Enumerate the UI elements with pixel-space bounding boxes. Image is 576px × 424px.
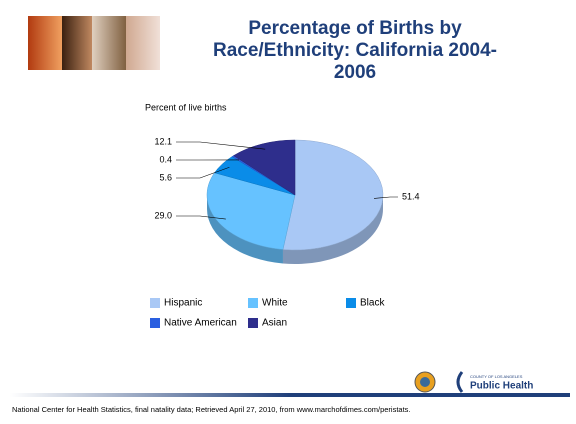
leader-line [176,141,266,150]
data-label: 5.6 [159,172,172,182]
subtitle: Percent of live births [145,102,227,112]
leader-line [176,166,230,179]
legend-label: Hispanic [164,298,202,309]
leader-line [373,196,398,199]
slice [282,139,384,251]
legend-swatch [248,298,258,308]
footer-bar [10,393,570,397]
slice [233,139,296,196]
slice-side [207,195,283,264]
legend-swatch [346,298,356,308]
source: National Center for Health Statistics, f… [12,405,411,414]
legend-label: White [262,298,288,309]
logo-county: COUNTY OF LOS ANGELES [470,374,523,379]
data-label: 51.4 [402,191,420,201]
logo-name: Public Health [470,381,533,392]
logo-mark [456,371,464,393]
photo [126,16,160,70]
legend-swatch [150,318,160,328]
photo [62,16,92,70]
leader-line [176,215,226,220]
header-images [28,16,160,70]
slice [206,172,296,250]
photo [28,16,62,70]
slice-side [282,195,383,264]
legend-swatch [150,298,160,308]
legend-label: Native American [164,318,237,329]
legend-label: Black [360,298,385,309]
data-label: 0.4 [159,154,172,164]
data-label: 12.1 [154,136,172,146]
legend-swatch [248,318,258,328]
legend-label: Asian [262,318,287,329]
seal [414,371,436,393]
chart-title: Percentage of Births by Race/Ethnicity: … [212,18,498,83]
photo [92,16,126,70]
data-label: 29.0 [154,210,172,220]
